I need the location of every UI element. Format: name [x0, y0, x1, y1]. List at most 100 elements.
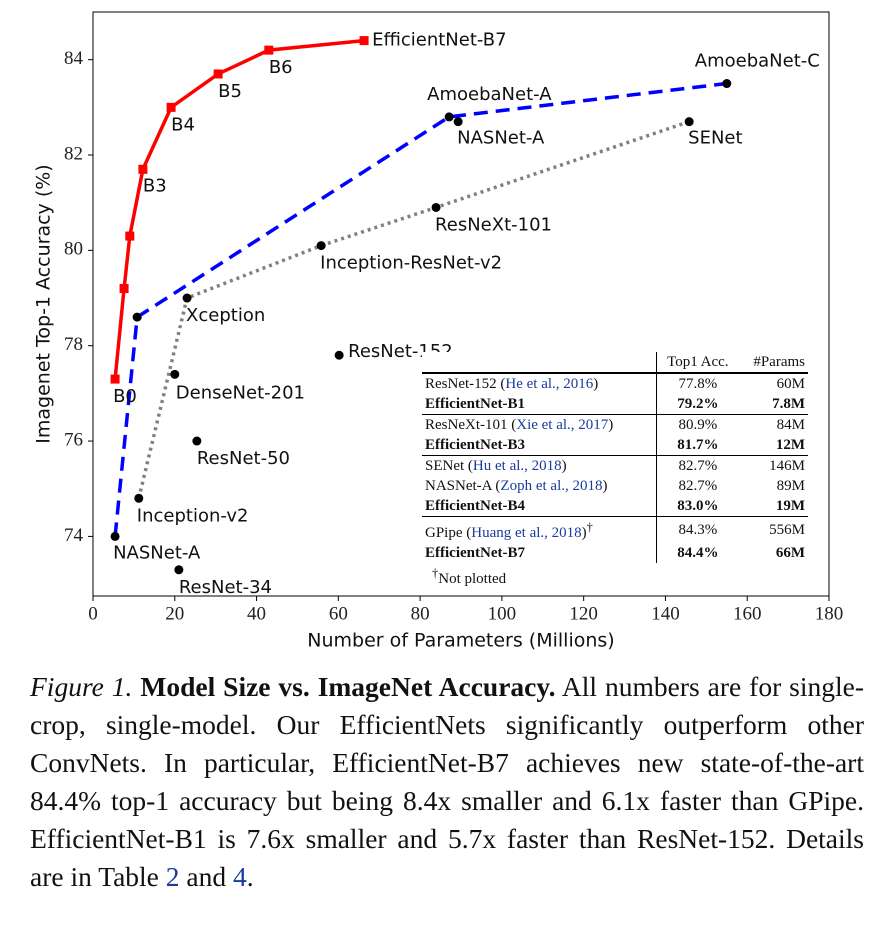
marker	[138, 164, 148, 174]
x-tick-label: 0	[88, 603, 98, 624]
series-line	[137, 119, 690, 499]
inset-table: Top1 Acc. #Params ResNet-152 (He et al., 2…	[422, 352, 808, 589]
caption-title: Model Size vs. ImageNet Accuracy.	[140, 671, 556, 702]
x-tick-label: 40	[247, 603, 266, 624]
plot-area: 0 20 40 60 80 100 120 140 160 180 74 76 78 80 82 84 B0 B3…	[64, 11, 843, 624]
marker	[110, 531, 120, 541]
params-cell: 19M	[775, 498, 805, 514]
marker	[359, 36, 369, 46]
series-line	[113, 38, 365, 380]
point-label: NASNet-A	[457, 128, 545, 149]
table-row: ResNet-152 (He et al., 2016) 77.8% 60M	[422, 373, 808, 394]
accuracy-cell: 81.7%	[677, 437, 719, 453]
citation[interactable]: Xie et al., 2017	[516, 417, 609, 433]
accuracy-cell: 79.2%	[677, 396, 719, 412]
accuracy-cell: 82.7%	[656, 455, 739, 476]
citation[interactable]: Zoph et al., 2018	[500, 478, 603, 494]
accuracy-cell: 80.9%	[656, 414, 739, 435]
point-label: ResNeXt-101	[435, 214, 552, 235]
accuracy-cell: 77.8%	[678, 376, 718, 392]
citation[interactable]: Huang et al., 2018	[471, 525, 582, 541]
table-ref[interactable]: 4	[233, 861, 247, 892]
marker	[213, 69, 223, 79]
header-cell	[422, 352, 658, 374]
accuracy-cell: 84.3%	[656, 516, 739, 543]
y-tick-label: 82	[64, 143, 83, 164]
point-label: AmoebaNet-A	[427, 84, 552, 105]
model-name: )	[602, 478, 608, 494]
model-cell: ResNeXt-101 (Xie et al., 2017)	[422, 414, 658, 435]
marker	[431, 202, 441, 212]
chart: 0 20 40 60 80 100 120 140 160 180 74 76 78 80 82 84 B0 B3…	[33, 11, 843, 652]
model-cell: EfficientNet-B3	[422, 435, 658, 456]
model-cell: EfficientNet-B7	[422, 543, 658, 563]
marker	[334, 350, 344, 360]
params-cell: 12M	[775, 437, 805, 453]
point-label: Inception-ResNet-v2	[320, 253, 502, 274]
marker	[182, 293, 192, 303]
marker	[110, 374, 120, 384]
caption-label: Figure 1.	[30, 671, 133, 702]
marker	[132, 312, 142, 322]
model-name: EfficientNet-B4	[425, 498, 525, 514]
point-label: B4	[171, 114, 195, 135]
point-label: EfficientNet-B7	[372, 30, 506, 51]
table-row: EfficientNet-B4 83.0% 19M	[422, 496, 808, 517]
x-tick-label: 80	[411, 603, 430, 624]
model-cell: ResNet-152 (He et al., 2016)	[422, 373, 658, 394]
marker	[453, 117, 463, 127]
header-cell: #Params	[738, 352, 808, 374]
model-name: GPipe (	[425, 525, 472, 541]
table-row: EfficientNet-B7 84.4% 66M	[422, 543, 808, 563]
footnote-mark: †	[432, 566, 439, 580]
plot-frame	[92, 11, 830, 597]
accuracy-cell: 84.4%	[677, 545, 719, 561]
params-cell: 89M	[776, 478, 805, 494]
marker	[166, 102, 176, 112]
table-row: ResNeXt-101 (Xie et al., 2017) 80.9% 84M	[422, 414, 808, 435]
figure-caption: Figure 1. Model Size vs. ImageNet Accura…	[30, 668, 864, 896]
footnote-text: Not plotted	[438, 571, 507, 587]
model-cell: EfficientNet-B1	[422, 394, 658, 415]
model-name: ResNeXt-101 (	[425, 417, 517, 433]
point-label: ResNet-50	[197, 448, 290, 469]
y-tick-label: 76	[64, 429, 83, 450]
params-cell: 84M	[738, 414, 808, 435]
table-row: GPipe (Huang et al., 2018)† 84.3% 556M	[422, 516, 808, 543]
table: Top1 Acc. #Params ResNet-152 (He et al., 2…	[422, 352, 808, 563]
marker	[119, 284, 129, 294]
table-row: SENet (Hu et al., 2018) 82.7% 146M	[422, 455, 808, 476]
marker	[174, 565, 184, 575]
model-name: SENet (	[425, 458, 473, 474]
footnote: †Not plotted	[422, 563, 808, 589]
citation[interactable]: He et al., 2016	[505, 376, 594, 392]
table-row: EfficientNet-B3 81.7% 12M	[422, 435, 808, 456]
model-name: )	[593, 376, 599, 392]
marker	[316, 241, 326, 251]
table-row: EfficientNet-B1 79.2% 7.8M	[422, 394, 808, 415]
model-name: NASNet-A (	[425, 478, 501, 494]
x-tick-label: 100	[488, 603, 517, 624]
model-cell: SENet (Hu et al., 2018)	[422, 455, 658, 476]
citation[interactable]: Hu et al., 2018	[472, 458, 562, 474]
point-label: Inception-v2	[137, 505, 249, 526]
model-name: EfficientNet-B3	[425, 437, 525, 453]
marker	[192, 436, 202, 446]
table-ref[interactable]: 2	[165, 861, 180, 892]
caption-text: All numbers are for single-crop, single-…	[30, 671, 865, 892]
caption-text: .	[246, 861, 254, 892]
params-cell: 7.8M	[772, 396, 805, 412]
point-label: ResNet-34	[179, 577, 272, 598]
point-label: Xception	[186, 305, 265, 326]
point-label: B3	[143, 175, 167, 196]
marker	[170, 369, 180, 379]
header-cell: Top1 Acc.	[656, 352, 739, 374]
marker	[722, 79, 732, 89]
model-name: )	[581, 525, 587, 541]
params-cell: 60M	[776, 376, 805, 392]
x-tick-label: 160	[733, 603, 762, 624]
model-cell: GPipe (Huang et al., 2018)†	[422, 516, 658, 543]
model-cell: NASNet-A (Zoph et al., 2018)	[422, 476, 658, 496]
y-tick-label: 74	[64, 525, 84, 546]
model-name: )	[608, 417, 614, 433]
